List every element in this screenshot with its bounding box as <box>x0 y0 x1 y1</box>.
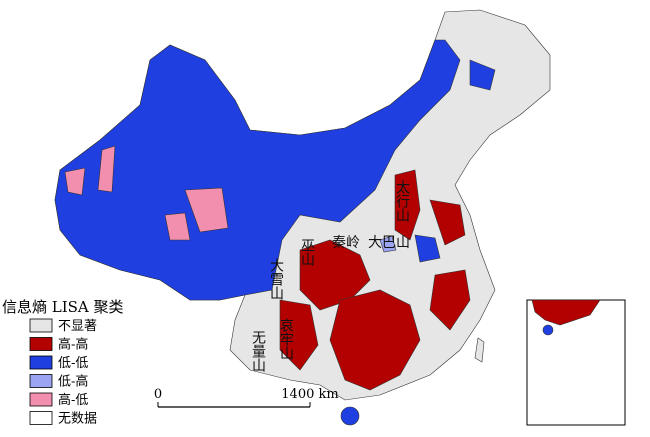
scale-bar: 0 1400 km <box>154 387 339 408</box>
taiwan <box>474 337 485 363</box>
region-high-high <box>394 169 421 241</box>
region-low-low <box>414 234 441 263</box>
inset-region <box>531 299 601 326</box>
legend-title: 信息熵 LISA 聚类 <box>2 298 124 316</box>
legend-swatch <box>29 411 53 425</box>
inset-island <box>542 324 554 336</box>
region-high-high <box>299 239 371 311</box>
region-low-low <box>469 59 496 91</box>
china-map <box>54 9 551 426</box>
region-low-low <box>54 39 461 301</box>
mountain-label: 无量山 <box>250 330 266 372</box>
region-high-high <box>279 299 319 371</box>
mountain-label: 哀牢山 <box>278 318 294 360</box>
legend-swatch <box>29 392 53 407</box>
mountain-label: 大巴山 <box>368 235 410 251</box>
legend-swatch <box>29 318 53 333</box>
region-high-high <box>429 269 471 331</box>
region-high-high <box>329 289 421 391</box>
mountain-label: 巫山 <box>299 238 315 266</box>
mountain-label: 大雪山 <box>268 258 284 300</box>
legend-label: 低-高 <box>58 374 88 390</box>
region-high-low <box>97 145 116 193</box>
legend-label: 高-高 <box>58 337 88 353</box>
scale-end: 1400 km <box>281 387 338 402</box>
region-low-high <box>379 235 397 253</box>
legend-label: 无数据 <box>58 412 97 427</box>
region-high-low <box>164 212 191 241</box>
hainan <box>340 406 360 426</box>
legend-swatch <box>29 355 53 370</box>
legend-swatch <box>29 374 53 388</box>
region-high-high <box>429 199 466 246</box>
legend-label: 高-低 <box>58 392 88 408</box>
scale-start: 0 <box>154 387 162 402</box>
mountain-label: 秦岭 <box>332 235 360 251</box>
legend-swatch <box>29 337 53 351</box>
legend-label: 不显著 <box>58 319 97 334</box>
mountain-label: 太行山 <box>394 180 410 222</box>
region-high-low <box>184 187 229 233</box>
region-high-low <box>64 167 86 196</box>
legend-label: 低-低 <box>58 356 88 371</box>
inset-frame <box>526 299 626 426</box>
inset <box>526 299 626 426</box>
